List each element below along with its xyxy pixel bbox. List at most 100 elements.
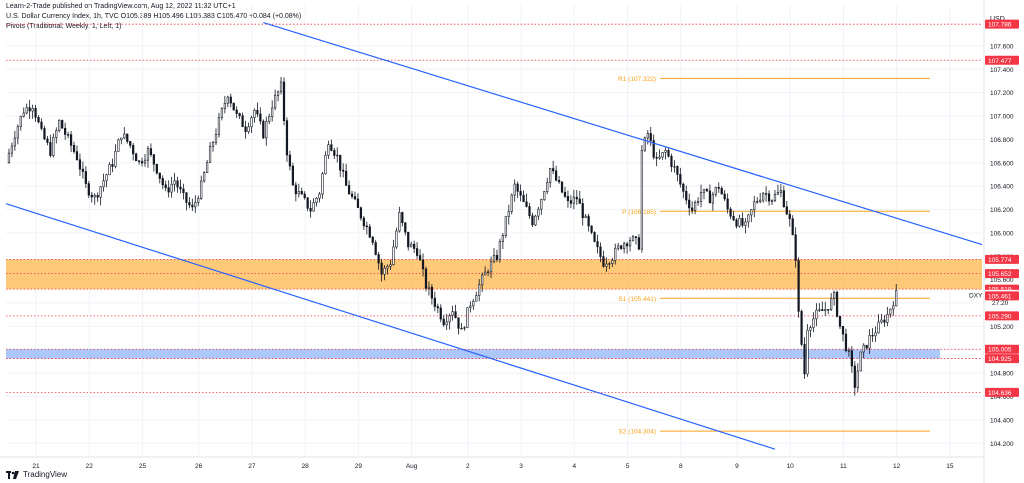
price-badge <box>985 344 1019 354</box>
candle <box>856 370 859 388</box>
candle <box>111 164 114 167</box>
candle <box>649 133 652 141</box>
pivot-label: S1 (105.441) <box>618 296 656 303</box>
candle <box>229 96 232 104</box>
candle <box>442 318 445 326</box>
candle <box>342 169 345 172</box>
candle <box>877 321 880 334</box>
y-tick-label: 105.600 <box>990 277 1014 284</box>
candle <box>794 234 797 261</box>
candle <box>554 170 558 181</box>
price-badge-label: 105.005 <box>988 347 1012 354</box>
candle <box>501 235 504 242</box>
candle <box>72 145 76 152</box>
candle <box>702 189 706 193</box>
x-tick-label: 12 <box>893 463 901 470</box>
candle <box>135 153 138 162</box>
candle <box>386 266 389 269</box>
symbol-ohlc-line: U.S. Dollar Currency Index, 1h, TVC O105… <box>6 13 302 20</box>
candle <box>170 183 173 193</box>
candle <box>457 317 460 329</box>
tradingview-logo[interactable]: TradingView <box>6 470 67 479</box>
candle <box>415 248 419 256</box>
candle <box>132 145 135 155</box>
candle <box>398 212 401 232</box>
candle <box>886 313 889 323</box>
candle <box>844 333 848 351</box>
candle <box>303 193 306 198</box>
candle <box>90 194 93 198</box>
candle <box>741 218 744 226</box>
candle <box>815 309 818 320</box>
candle <box>489 261 493 273</box>
candle <box>276 91 280 96</box>
candle <box>377 254 380 264</box>
y-tick-label: 107.400 <box>990 67 1014 74</box>
candle <box>93 195 96 198</box>
candle <box>140 161 144 164</box>
candle <box>200 180 203 199</box>
candle <box>333 150 336 156</box>
candle <box>203 172 206 182</box>
candle <box>830 297 833 310</box>
candle <box>516 183 519 192</box>
candle <box>812 318 815 328</box>
candle <box>129 141 132 146</box>
candle <box>13 137 16 147</box>
candle <box>806 329 809 375</box>
candle <box>534 215 537 226</box>
candle <box>164 184 167 189</box>
y-tick-label: 104.600 <box>990 394 1014 401</box>
candle <box>232 102 235 111</box>
candle <box>374 242 377 255</box>
candle <box>587 215 590 227</box>
candle <box>510 194 513 212</box>
candle <box>84 171 87 184</box>
price-badge <box>985 291 1019 301</box>
candle <box>117 139 120 152</box>
candle <box>380 262 383 275</box>
candle <box>682 183 685 192</box>
candle <box>602 256 605 267</box>
candle <box>528 206 531 217</box>
candle <box>120 137 123 141</box>
candle <box>274 95 277 109</box>
candle <box>288 154 292 167</box>
candle <box>776 192 780 195</box>
candle <box>596 241 599 248</box>
candle <box>31 108 34 112</box>
lower-channel-trendline[interactable] <box>5 203 776 450</box>
candle <box>256 109 259 115</box>
candle <box>827 309 830 311</box>
candle <box>599 246 602 257</box>
candle <box>552 168 555 172</box>
candle <box>726 198 729 210</box>
candle <box>824 309 827 312</box>
candle <box>347 185 351 195</box>
candle <box>895 290 898 307</box>
candle <box>297 190 300 195</box>
candle <box>708 190 712 204</box>
candle <box>179 186 182 190</box>
candle <box>383 267 386 275</box>
price-badge <box>985 55 1019 65</box>
candle <box>353 196 357 200</box>
candle <box>747 214 750 223</box>
candle <box>188 202 191 206</box>
candle <box>797 260 800 312</box>
candle <box>206 162 209 173</box>
candle <box>634 236 638 238</box>
candle <box>835 292 839 317</box>
candle <box>623 243 626 249</box>
candle <box>37 117 40 123</box>
candle <box>324 154 327 175</box>
candle <box>43 128 46 140</box>
y-tick-label: 107.200 <box>990 90 1014 97</box>
candle <box>250 117 253 128</box>
candle <box>661 152 664 158</box>
candle <box>513 183 516 196</box>
upper-channel-trendline[interactable] <box>263 21 983 246</box>
price-badge-label: 104.636 <box>988 390 1012 397</box>
tradingview-logo-text: TradingView <box>23 470 68 479</box>
